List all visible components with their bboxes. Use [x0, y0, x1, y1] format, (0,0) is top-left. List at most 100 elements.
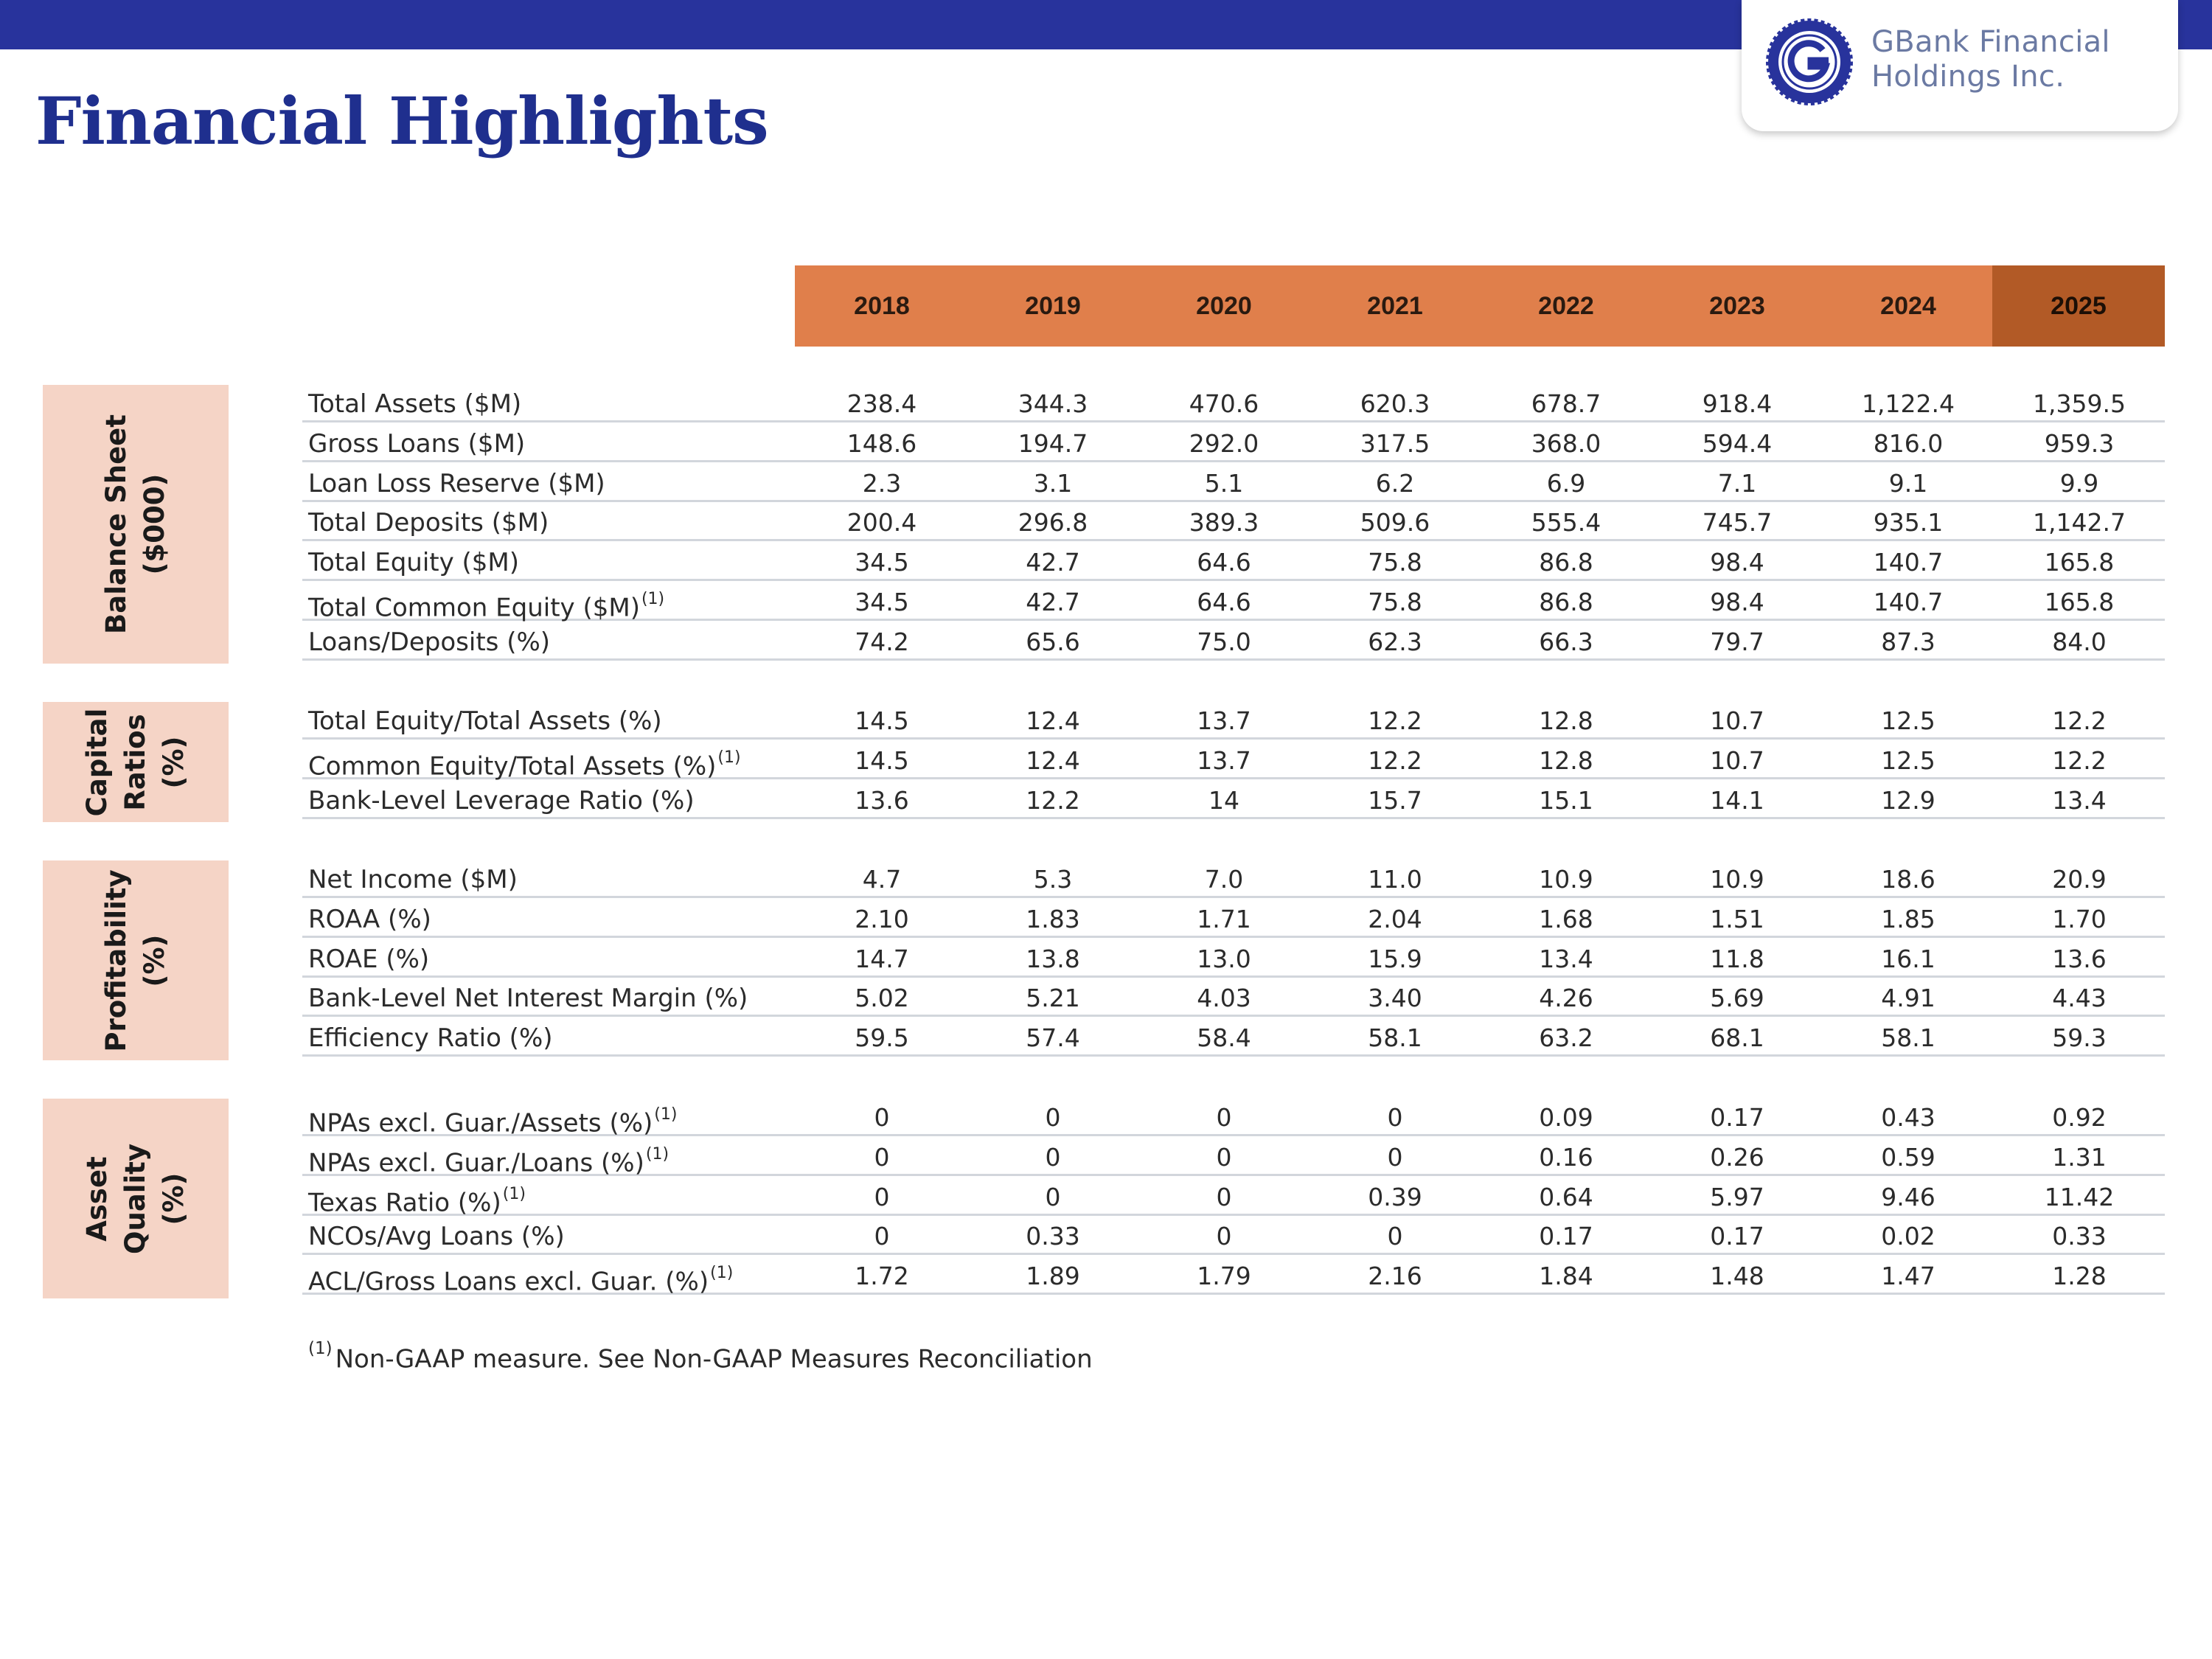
value-cell-2022: 13.4	[1539, 944, 1593, 973]
value-cell-2020: 13.0	[1197, 944, 1251, 973]
value-cell-2024: 12.9	[1881, 785, 1935, 815]
value-cell-2021: 15.9	[1368, 944, 1422, 973]
value-cell-2024: 58.1	[1881, 1023, 1935, 1053]
metric-label: Loan Loss Reserve ($M)	[308, 463, 605, 500]
value-cell-2020: 75.0	[1197, 627, 1251, 656]
value-cell-2022: 678.7	[1531, 389, 1601, 418]
value-cell-2024: 140.7	[1873, 588, 1944, 616]
value-cell-2025: 959.3	[2044, 428, 2115, 458]
year-header-row: 2018 2019 2020 2021 2022 2023 2024 2025	[795, 265, 2165, 347]
value-cell-2021: 12.2	[1368, 745, 1422, 775]
value-cell-2024: 87.3	[1881, 627, 1935, 656]
logo-line-2: Holdings Inc.	[1871, 60, 2065, 94]
value-cell-2020: 0	[1216, 1222, 1232, 1251]
value-cell-2020: 58.4	[1197, 1023, 1251, 1053]
value-cell-2020: 292.0	[1189, 428, 1259, 458]
metric-label: Total Assets ($M)	[308, 383, 521, 420]
metric-label-text: Efficiency Ratio (%)	[308, 1023, 553, 1054]
value-cell-2021: 2.04	[1368, 904, 1422, 933]
value-cell-2024: 9.1	[1888, 468, 1928, 498]
value-cell-2022: 10.9	[1539, 865, 1593, 894]
value-cell-2023: 0.17	[1710, 1103, 1764, 1132]
value-cell-2019: 5.3	[1033, 865, 1073, 894]
metric-label: Total Equity/Total Assets (%)	[308, 700, 662, 737]
value-cell-2023: 5.97	[1710, 1182, 1764, 1211]
value-cell-2025: 13.6	[2052, 944, 2107, 973]
value-cell-2025: 84.0	[2052, 627, 2107, 656]
metric-label-text: ROAA (%)	[308, 904, 431, 934]
metric-label: Bank-Level Net Interest Margin (%)	[308, 978, 748, 1015]
gbank-logo-icon	[1766, 18, 1853, 105]
value-cell-2023: 918.4	[1702, 389, 1773, 418]
value-cell-2019: 42.7	[1026, 548, 1080, 577]
metric-label-text: Bank-Level Net Interest Margin (%)	[308, 984, 748, 1014]
value-cell-2018: 5.02	[855, 984, 909, 1013]
value-cell-2024: 816.0	[1873, 428, 1944, 458]
metric-label-text: ACL/Gross Loans excl. Guar. (%)	[308, 1267, 709, 1297]
table-row: ROAA (%) 2.10 1.83 1.71 2.04 1.68 1.51 1.85 1.70	[302, 899, 2165, 938]
value-cell-2020: 389.3	[1189, 508, 1259, 538]
value-cell-2020: 5.1	[1204, 468, 1244, 498]
metric-label: ACL/Gross Loans excl. Guar. (%)(1)	[308, 1256, 733, 1296]
value-cell-2018: 2.10	[855, 904, 909, 933]
value-cell-2025: 165.8	[2044, 548, 2115, 577]
table-row: Net Income ($M) 4.7 5.3 7.0 11.0 10.9 10.9 18.6…	[302, 859, 2165, 898]
value-cell-2025: 13.4	[2052, 785, 2107, 815]
table-row: Efficiency Ratio (%) 59.5 57.4 58.4 58.1 63.2…	[302, 1018, 2165, 1057]
value-cell-2023: 10.7	[1710, 706, 1764, 735]
metric-label-text: Loan Loss Reserve ($M)	[308, 468, 605, 498]
value-cell-2019: 5.21	[1026, 984, 1080, 1013]
value-cell-2019: 13.8	[1026, 944, 1080, 973]
value-cell-2018: 0	[874, 1182, 890, 1211]
value-cell-2023: 1.48	[1710, 1262, 1764, 1291]
value-cell-2024: 935.1	[1873, 508, 1944, 538]
metric-label-text: ROAE (%)	[308, 944, 430, 974]
value-cell-2018: 200.4	[846, 508, 917, 538]
value-cell-2024: 9.46	[1881, 1182, 1935, 1211]
value-cell-2021: 0.39	[1368, 1182, 1422, 1211]
value-cell-2023: 1.51	[1710, 904, 1764, 933]
table-row: ACL/Gross Loans excl. Guar. (%)(1) 1.72 1.…	[302, 1256, 2165, 1297]
table-row: Loans/Deposits (%) 74.2 65.6 75.0 62.3 66.3 79…	[302, 622, 2165, 661]
metric-label-text: Gross Loans ($M)	[308, 428, 526, 459]
value-cell-2025: 59.3	[2052, 1023, 2107, 1053]
value-cell-2018: 0	[874, 1222, 890, 1251]
metric-label: Total Common Equity ($M)(1)	[308, 582, 665, 622]
value-cell-2024: 4.91	[1881, 984, 1935, 1013]
value-cell-2024: 12.5	[1881, 745, 1935, 775]
section-label-text: Profitability (%)	[97, 869, 174, 1051]
metric-label: Efficiency Ratio (%)	[308, 1018, 553, 1054]
value-cell-2025: 4.43	[2052, 984, 2107, 1013]
metric-label-text: NPAs excl. Guar./Assets (%)	[308, 1108, 653, 1138]
footnote-marker: (1)	[308, 1339, 333, 1358]
table-row: NPAs excl. Guar./Assets (%)(1) 0 0 0 0 0.09 0.…	[302, 1097, 2165, 1138]
value-cell-2025: 9.9	[2059, 468, 2099, 498]
value-cell-2024: 0.02	[1881, 1222, 1935, 1251]
value-cell-2020: 0	[1216, 1142, 1232, 1172]
value-cell-2024: 18.6	[1881, 865, 1935, 894]
value-cell-2018: 13.6	[855, 785, 909, 815]
value-cell-2019: 42.7	[1026, 588, 1080, 616]
metric-label-text: Common Equity/Total Assets (%)	[308, 751, 717, 782]
value-cell-2020: 14	[1208, 785, 1239, 815]
value-cell-2021: 0	[1387, 1142, 1403, 1172]
section-label-line: (%)	[158, 736, 189, 788]
value-cell-2023: 98.4	[1710, 588, 1764, 616]
footnote-reference: (1)	[641, 590, 665, 608]
value-cell-2021: 0	[1387, 1103, 1403, 1132]
value-cell-2021: 509.6	[1360, 508, 1430, 538]
section-label-line: Profitability	[100, 869, 132, 1052]
section-label-line: Quality	[119, 1143, 151, 1254]
value-cell-2025: 12.2	[2052, 706, 2107, 735]
section-label-text: Balance Sheet ($000)	[97, 414, 174, 634]
value-cell-2023: 14.1	[1710, 785, 1764, 815]
value-cell-2020: 4.03	[1197, 984, 1251, 1013]
value-cell-2021: 15.7	[1368, 785, 1422, 815]
value-cell-2020: 0	[1216, 1182, 1232, 1211]
value-cell-2019: 12.4	[1026, 745, 1080, 775]
value-cell-2020: 1.79	[1197, 1262, 1251, 1291]
table-row: NPAs excl. Guar./Loans (%)(1) 0 0 0 0 0.16 0.2…	[302, 1137, 2165, 1178]
footnote: (1) Non-GAAP measure. See Non-GAAP Measur…	[308, 1339, 1093, 1374]
footnote-text: Non-GAAP measure. See Non-GAAP Measures …	[335, 1344, 1093, 1374]
value-cell-2021: 75.8	[1368, 588, 1422, 616]
